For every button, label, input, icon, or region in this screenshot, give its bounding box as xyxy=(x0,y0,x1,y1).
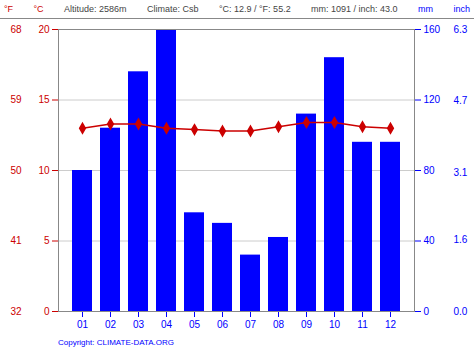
svg-text:0: 0 xyxy=(424,306,430,317)
html-text:Copyright: CLIMATE-DATA.ORG: Copyright: CLIMATE-DATA.ORG xyxy=(58,338,174,347)
svg-text:32: 32 xyxy=(10,306,22,317)
svg-text:41: 41 xyxy=(10,235,22,246)
svg-text:1.6: 1.6 xyxy=(454,234,468,245)
svg-text:3.1: 3.1 xyxy=(454,167,468,178)
html-text:mm: 1091 / inch: 43.0: mm: 1091 / inch: 43.0 xyxy=(311,4,398,14)
svg-text:0.0: 0.0 xyxy=(454,306,468,317)
svg-text:4.7: 4.7 xyxy=(454,95,468,106)
svg-text:59: 59 xyxy=(10,94,22,105)
svg-text:80: 80 xyxy=(424,165,436,176)
svg-text:10: 10 xyxy=(38,165,50,176)
svg-text:02: 02 xyxy=(105,319,117,330)
svg-text:01: 01 xyxy=(77,319,89,330)
html-text:mm: mm xyxy=(418,4,433,14)
svg-text:40: 40 xyxy=(424,235,436,246)
svg-text:03: 03 xyxy=(133,319,145,330)
html-text:°C: 12.9 / °F: 55.2: °C: 12.9 / °F: 55.2 xyxy=(218,4,291,14)
svg-text:5: 5 xyxy=(44,235,50,246)
svg-text:160: 160 xyxy=(424,24,441,35)
svg-text:120: 120 xyxy=(424,94,441,105)
svg-text:50: 50 xyxy=(10,165,22,176)
svg-text:08: 08 xyxy=(273,319,285,330)
svg-text:0: 0 xyxy=(44,306,50,317)
svg-text:10: 10 xyxy=(329,319,341,330)
svg-text:12: 12 xyxy=(385,319,397,330)
html-text:inch: inch xyxy=(453,4,470,14)
html-text:Climate: Csb: Climate: Csb xyxy=(147,4,199,14)
svg-text:11: 11 xyxy=(357,319,368,330)
svg-text:09: 09 xyxy=(301,319,313,330)
svg-text:68: 68 xyxy=(10,24,22,35)
svg-text:20: 20 xyxy=(38,24,50,35)
svg-text:07: 07 xyxy=(245,319,257,330)
html-text:°F: °F xyxy=(4,4,14,14)
html-text:°C: °C xyxy=(33,4,44,14)
html-text:Altitude: 2586m: Altitude: 2586m xyxy=(64,4,127,14)
svg-text:06: 06 xyxy=(217,319,229,330)
svg-text:05: 05 xyxy=(189,319,201,330)
svg-text:04: 04 xyxy=(161,319,173,330)
svg-text:15: 15 xyxy=(38,94,50,105)
svg-text:6.3: 6.3 xyxy=(454,24,468,35)
